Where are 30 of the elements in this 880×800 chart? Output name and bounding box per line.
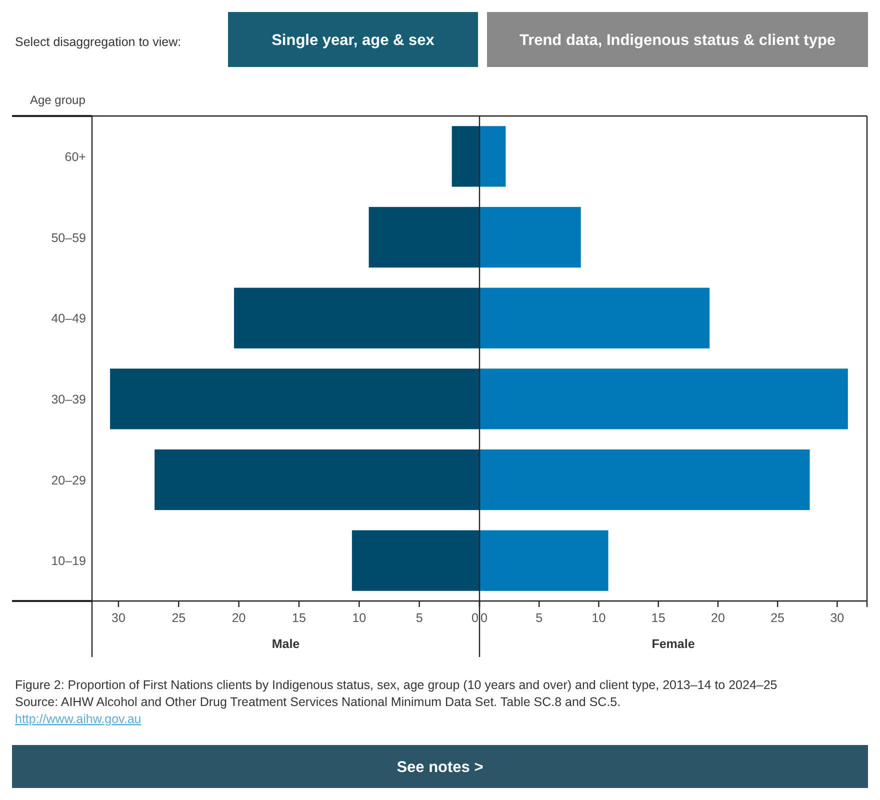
x-tick-label: 20 [711, 611, 725, 625]
x-tick-label: 10 [592, 611, 606, 625]
x-tick-label: 30 [112, 611, 126, 625]
source-note: Source: AIHW Alcohol and Other Drug Treatment Services National Minimum Data Set. Table SC.8 and SC.5. [15, 695, 621, 709]
x-tick-label: 15 [292, 611, 306, 625]
x-tick-label: 0 [480, 611, 488, 625]
x-tick-label: 25 [172, 611, 186, 625]
x-axis-title: Female [652, 637, 695, 651]
x-tick-label: 25 [770, 611, 785, 625]
y-tick-label: 40–49 [51, 312, 86, 326]
x-tick-label: 20 [232, 611, 246, 625]
x-tick-label: 5 [416, 611, 423, 625]
caption: Figure 2: Proportion of First Nations clients by Indigenous status, sex, age group (10 years and over) and client type, 2013–14 to 2024–25 [15, 678, 778, 692]
tab-button[interactable]: Trend data, Indigenous status & client type [487, 12, 868, 67]
y-tick-label: 10–19 [51, 554, 86, 568]
y-axis-title: Age group [30, 93, 86, 107]
x-tick-label: 30 [830, 611, 844, 625]
text: Select disaggregation to view: [15, 35, 182, 49]
x-axis-title: Male [272, 637, 300, 651]
y-tick-label: 30–39 [51, 392, 86, 406]
x-tick-label: 5 [536, 611, 543, 625]
y-tick-label: 50–59 [51, 230, 86, 245]
x-tick-label: 15 [651, 611, 666, 625]
text: http://www.aihw.gov.au [15, 712, 142, 726]
x-tick-label: 10 [352, 611, 366, 625]
notes-button[interactable]: See notes > [12, 745, 868, 788]
y-tick-label: 60+ [64, 150, 86, 164]
x-tick-label: 0 [472, 611, 479, 625]
tab-button[interactable]: Single year, age & sex [228, 12, 478, 67]
y-tick-label: 20–29 [51, 473, 86, 488]
